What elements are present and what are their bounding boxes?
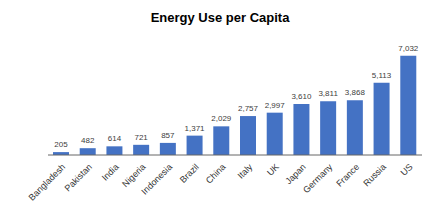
svg-text:Bangladesh: Bangladesh [27,162,68,203]
svg-text:482: 482 [81,136,95,145]
svg-text:Indonesia: Indonesia [139,162,174,197]
svg-text:Brazil: Brazil [178,162,201,185]
svg-text:Germany: Germany [301,162,335,196]
svg-text:France: France [334,162,361,189]
svg-text:Russia: Russia [361,162,388,189]
svg-text:857: 857 [161,131,175,140]
svg-text:India: India [100,162,121,183]
svg-text:3,811: 3,811 [318,89,338,98]
svg-text:721: 721 [134,133,148,142]
svg-text:3,610: 3,610 [291,92,312,101]
svg-text:2,029: 2,029 [211,114,232,123]
svg-text:205: 205 [54,140,68,149]
svg-text:1,371: 1,371 [185,124,206,133]
svg-text:Pakistan: Pakistan [63,162,94,193]
svg-text:614: 614 [108,134,122,143]
svg-text:3,868: 3,868 [345,88,366,97]
svg-text:Nigeria: Nigeria [120,161,148,190]
svg-text:5,113: 5,113 [372,71,392,80]
svg-text:US: US [399,162,415,178]
svg-text:Japan: Japan [283,162,307,186]
svg-text:Italy: Italy [236,162,255,181]
html-text:Energy Use per Capita: Energy Use per Capita [150,10,290,25]
svg-text:7,032: 7,032 [398,44,419,53]
svg-text:UK: UK [265,162,281,178]
svg-text:2,757: 2,757 [238,104,259,113]
svg-text:China: China [204,162,228,186]
svg-text:2,997: 2,997 [265,101,286,110]
